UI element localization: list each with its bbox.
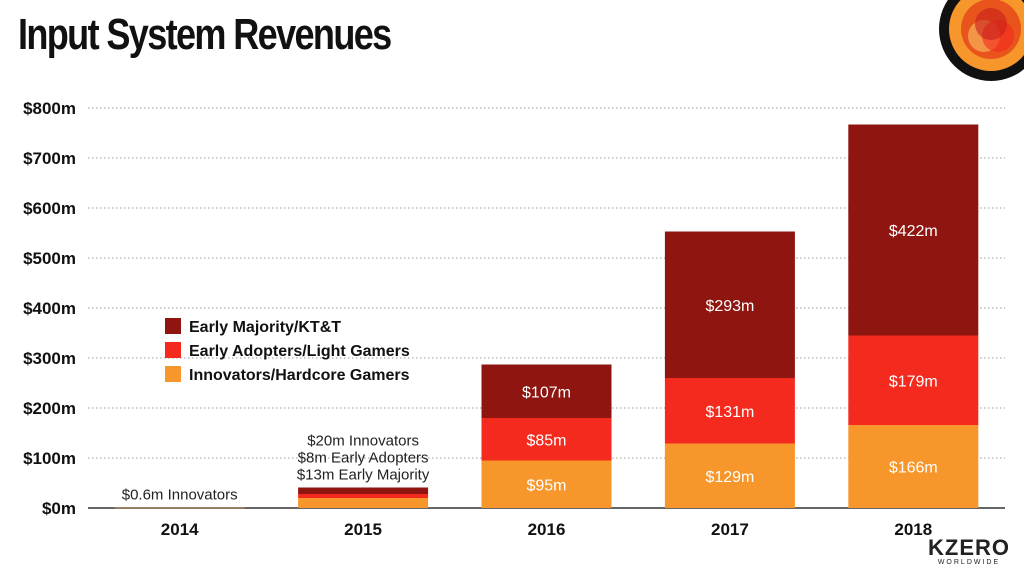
- legend-swatch: [165, 318, 181, 334]
- page-title: Input System Revenues: [18, 10, 392, 59]
- y-tick-label: $500m: [23, 249, 76, 268]
- annotation-label: $20m Innovators: [307, 433, 419, 450]
- x-tick-label: 2017: [711, 520, 749, 539]
- brand-logo: KZERO WORLDWIDE: [928, 535, 1010, 567]
- annotation-label: $0.6m Innovators: [122, 487, 238, 504]
- legend-swatch: [165, 342, 181, 358]
- bar-segment: [848, 335, 979, 425]
- y-tick-label: $100m: [23, 449, 76, 468]
- data-label: $107m: [522, 384, 571, 401]
- y-tick-label: $0m: [42, 499, 76, 518]
- bar-segment: [114, 507, 245, 509]
- legend-label: Innovators/Hardcore Gamers: [189, 367, 410, 384]
- data-label: $166m: [889, 460, 938, 477]
- bar-segment: [481, 460, 612, 508]
- data-label: $179m: [889, 373, 938, 390]
- data-label: $422m: [889, 223, 938, 240]
- y-tick-label: $800m: [23, 99, 76, 118]
- bar-segment: [664, 443, 795, 508]
- bar-segment: [664, 231, 795, 378]
- y-tick-label: $300m: [23, 349, 76, 368]
- y-tick-label: $600m: [23, 199, 76, 218]
- legend-label: Early Adopters/Light Gamers: [189, 343, 410, 360]
- bar-segment: [848, 425, 979, 508]
- bar-segment: [481, 364, 612, 418]
- brand-name: KZERO: [928, 535, 1010, 560]
- x-tick-label: 2018: [894, 520, 932, 539]
- x-tick-label: 2016: [528, 520, 566, 539]
- data-label: $293m: [705, 298, 754, 315]
- data-label: $85m: [526, 432, 566, 449]
- data-label: $131m: [705, 404, 754, 421]
- annotation-label: $13m Early Majority: [297, 467, 430, 484]
- bar-segment: [298, 498, 429, 508]
- y-tick-label: $700m: [23, 149, 76, 168]
- bar-segment: [298, 494, 429, 498]
- bar-segment: [298, 487, 429, 494]
- data-label: $129m: [705, 469, 754, 486]
- legend-label: Early Majority/KT&T: [189, 319, 341, 336]
- legend-swatch: [165, 366, 181, 382]
- bar-segment: [481, 418, 612, 461]
- brand-tagline: WORLDWIDE: [937, 559, 1001, 566]
- corner-logo-icon: [939, 0, 1024, 81]
- bar-segment: [848, 124, 979, 336]
- annotation-label: $8m Early Adopters: [298, 450, 429, 467]
- bar-segment: [664, 378, 795, 444]
- y-tick-label: $200m: [23, 399, 76, 418]
- y-tick-label: $400m: [23, 299, 76, 318]
- x-tick-label: 2015: [344, 520, 382, 539]
- data-label: $95m: [526, 477, 566, 494]
- x-tick-label: 2014: [161, 520, 199, 539]
